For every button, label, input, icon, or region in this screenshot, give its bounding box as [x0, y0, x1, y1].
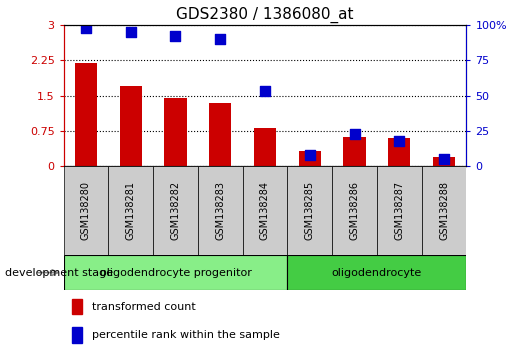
- Point: [305, 152, 314, 158]
- Bar: [343, 137, 366, 166]
- Bar: [254, 128, 276, 166]
- Bar: [287, 255, 466, 290]
- Bar: [433, 157, 455, 166]
- Text: GSM138286: GSM138286: [349, 181, 359, 240]
- Text: GSM138287: GSM138287: [394, 181, 404, 240]
- Point: [395, 138, 403, 144]
- Bar: [72, 298, 82, 314]
- Bar: [243, 166, 287, 255]
- Point: [127, 29, 135, 35]
- Bar: [377, 166, 422, 255]
- Text: GSM138281: GSM138281: [126, 181, 136, 240]
- Point: [261, 88, 269, 94]
- Bar: [287, 166, 332, 255]
- Bar: [72, 327, 82, 343]
- Text: GSM138283: GSM138283: [215, 181, 225, 240]
- Title: GDS2380 / 1386080_at: GDS2380 / 1386080_at: [176, 7, 354, 23]
- Bar: [64, 255, 287, 290]
- Bar: [153, 166, 198, 255]
- Text: oligodendrocyte: oligodendrocyte: [332, 268, 422, 278]
- Text: GSM138285: GSM138285: [305, 181, 315, 240]
- Text: GSM138284: GSM138284: [260, 181, 270, 240]
- Bar: [120, 86, 142, 166]
- Text: transformed count: transformed count: [92, 302, 196, 312]
- Point: [440, 156, 448, 162]
- Text: percentile rank within the sample: percentile rank within the sample: [92, 330, 280, 340]
- Bar: [75, 63, 97, 166]
- Point: [216, 36, 225, 42]
- Bar: [209, 103, 232, 166]
- Bar: [422, 166, 466, 255]
- Bar: [64, 166, 108, 255]
- Bar: [298, 151, 321, 166]
- Bar: [164, 98, 187, 166]
- Point: [350, 131, 359, 137]
- Bar: [388, 138, 410, 166]
- Bar: [198, 166, 243, 255]
- Bar: [332, 166, 377, 255]
- Point: [171, 33, 180, 39]
- Text: GSM138288: GSM138288: [439, 181, 449, 240]
- Text: development stage: development stage: [5, 268, 113, 278]
- Bar: [108, 166, 153, 255]
- Text: oligodendrocyte progenitor: oligodendrocyte progenitor: [100, 268, 251, 278]
- Point: [82, 25, 90, 30]
- Text: GSM138280: GSM138280: [81, 181, 91, 240]
- Text: GSM138282: GSM138282: [171, 181, 181, 240]
